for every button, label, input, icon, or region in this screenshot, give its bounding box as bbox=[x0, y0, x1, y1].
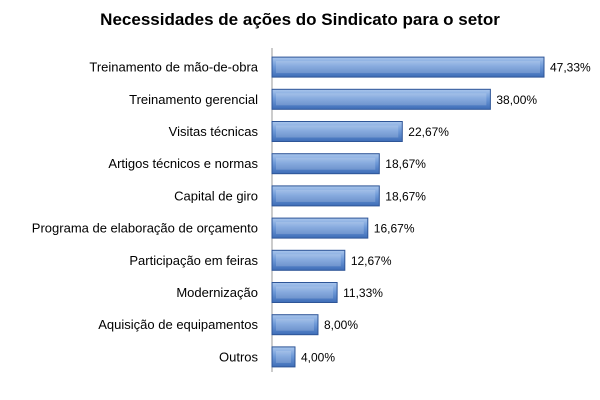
data-label: 11,33% bbox=[343, 286, 383, 300]
bar bbox=[271, 314, 319, 336]
data-label: 8,00% bbox=[324, 318, 358, 332]
bar-bevel bbox=[276, 93, 487, 106]
bar bbox=[271, 153, 380, 175]
bar bbox=[271, 88, 491, 110]
category-label: Participação em feiras bbox=[129, 253, 258, 268]
bar bbox=[271, 121, 403, 142]
bar-bevel bbox=[276, 350, 291, 363]
category-label: Capital de giro bbox=[174, 188, 258, 203]
bar-bevel bbox=[276, 189, 376, 202]
category-label: Outros bbox=[219, 349, 259, 364]
data-label: 22,67% bbox=[408, 125, 449, 139]
bar-bevel bbox=[276, 254, 341, 267]
bar-bevel bbox=[276, 125, 399, 138]
data-label: 18,67% bbox=[385, 189, 426, 203]
category-label: Artigos técnicos e normas bbox=[108, 156, 258, 171]
data-label: 47,33% bbox=[550, 61, 591, 75]
data-label: 18,67% bbox=[385, 157, 426, 171]
bar bbox=[271, 249, 346, 271]
chart-title: Necessidades de ações do Sindicato para … bbox=[100, 10, 500, 29]
category-label: Aquisição de equipamentos bbox=[98, 317, 258, 332]
bar-bevel bbox=[276, 318, 314, 331]
bar bbox=[271, 346, 296, 368]
category-label: Programa de elaboração de orçamento bbox=[32, 221, 258, 236]
bar bbox=[271, 185, 380, 207]
category-label: Treinamento gerencial bbox=[129, 92, 258, 107]
category-label: Treinamento de mão-de-obra bbox=[89, 60, 258, 75]
bar-bevel bbox=[276, 61, 540, 74]
bar-bevel bbox=[276, 222, 364, 235]
bar-bevel bbox=[276, 157, 376, 170]
category-label: Visitas técnicas bbox=[169, 124, 259, 139]
data-label: 38,00% bbox=[496, 93, 537, 107]
bar bbox=[271, 56, 545, 78]
bar bbox=[271, 282, 338, 303]
bar-bevel bbox=[276, 286, 334, 299]
data-label: 12,67% bbox=[351, 254, 392, 268]
bar bbox=[271, 217, 369, 239]
category-label: Modernização bbox=[176, 285, 258, 300]
data-label: 16,67% bbox=[374, 222, 415, 236]
data-label: 4,00% bbox=[301, 350, 335, 364]
